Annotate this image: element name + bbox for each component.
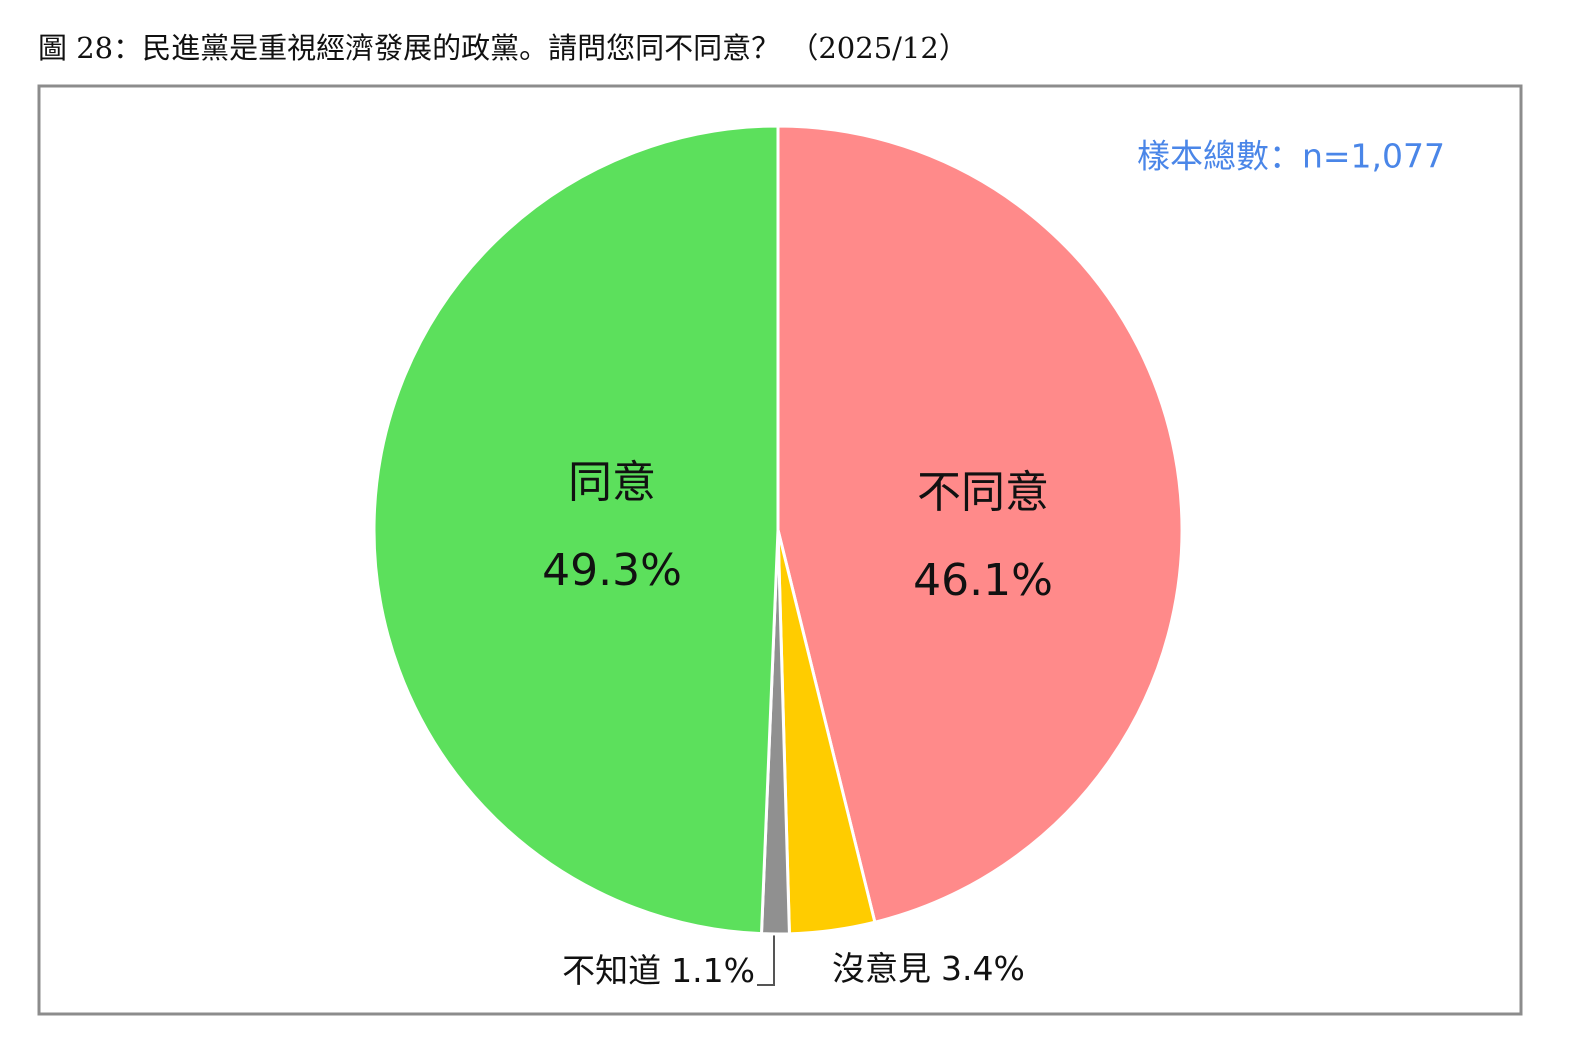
pie-slice — [776, 124, 1184, 925]
slice-label: 不同意 — [917, 467, 1049, 518]
slice-label: 同意 — [568, 457, 656, 508]
category-label: 不知道 — [562, 951, 661, 990]
value-label: 46.1% — [913, 555, 1053, 606]
slice-label: 沒意見 3.4% — [832, 949, 1025, 988]
pie-slice — [372, 124, 780, 936]
chart-frame — [37, 84, 1523, 1016]
leader-line — [757, 935, 775, 986]
slice-label: 不知道 1.1% — [562, 951, 755, 990]
value-label: 1.1% — [671, 951, 755, 990]
value-label: 3.4% — [941, 949, 1025, 988]
category-label: 沒意見 — [832, 949, 931, 988]
sample-note: 樣本總數：n=1,077 — [1137, 137, 1445, 176]
value-label: 49.3% — [542, 545, 682, 596]
chart-title: 圖 28：民進黨是重視經濟發展的政黨。請問您同不同意？ （2025/12） — [38, 31, 968, 65]
